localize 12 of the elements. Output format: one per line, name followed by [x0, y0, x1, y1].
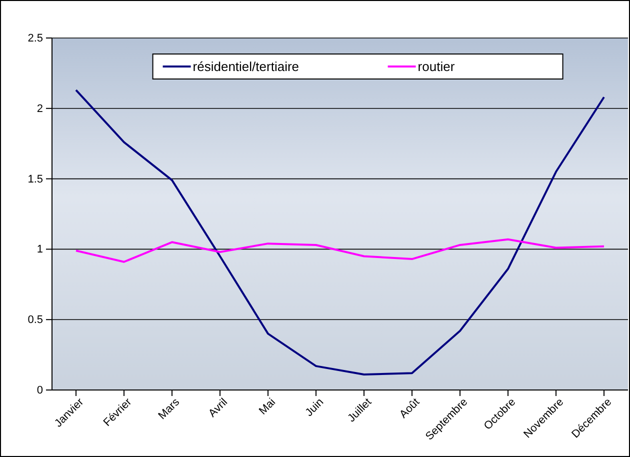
y-tick-label: 0 — [36, 384, 43, 397]
y-tick-label: 0.5 — [28, 314, 43, 326]
legend-label: routier — [418, 59, 456, 74]
x-tick-label: Mai — [257, 396, 278, 418]
y-tick-label: 1.5 — [28, 173, 43, 186]
x-tick-label: Juin — [303, 396, 326, 419]
y-tick-label: 2 — [36, 102, 43, 115]
y-tick-label: 1 — [36, 244, 43, 256]
legend-label: résidentiel/tertiaire — [192, 59, 300, 74]
y-tick-label: 2.5 — [28, 32, 43, 45]
line-series — [75, 89, 605, 376]
line-series — [75, 238, 605, 263]
